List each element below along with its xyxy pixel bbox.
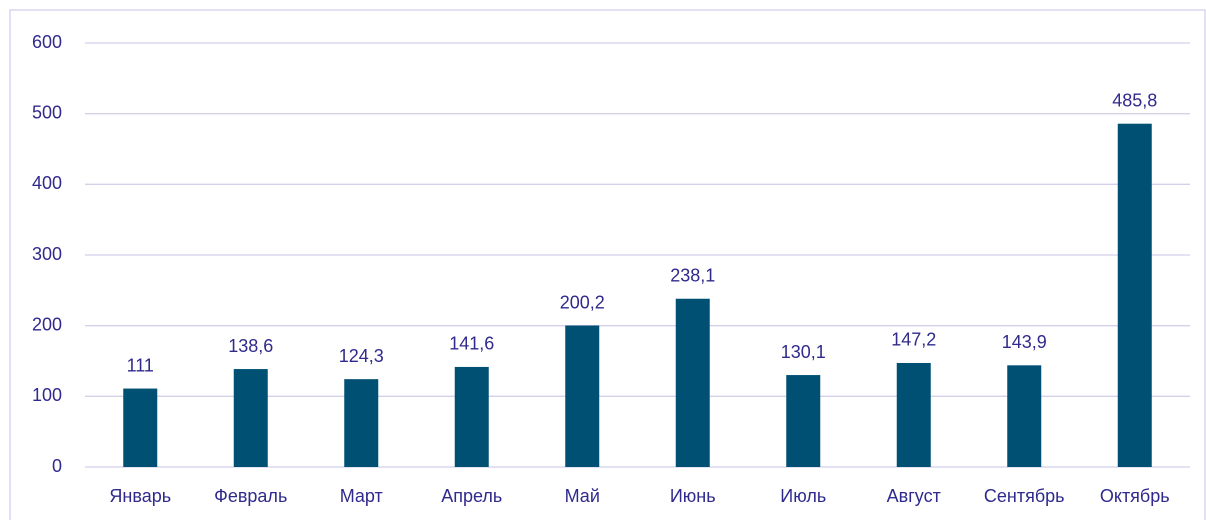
x-tick-label: Май xyxy=(565,486,600,506)
y-tick-label: 400 xyxy=(32,173,62,193)
x-tick-label: Апрель xyxy=(441,486,502,506)
bar xyxy=(123,388,158,467)
data-label: 138,6 xyxy=(228,336,273,356)
data-label: 124,3 xyxy=(339,346,384,366)
data-label: 147,2 xyxy=(891,330,936,350)
x-tick-label: Январь xyxy=(109,486,171,506)
bar xyxy=(786,375,821,467)
y-tick-label: 100 xyxy=(32,385,62,405)
x-tick-label: Март xyxy=(340,486,383,506)
x-tick-label: Июнь xyxy=(670,486,716,506)
data-label: 238,1 xyxy=(670,265,715,285)
x-tick-label: Июль xyxy=(780,486,826,506)
bar xyxy=(454,366,489,467)
bar xyxy=(1117,123,1152,468)
y-tick-label: 0 xyxy=(52,456,62,476)
x-tick-label: Сентябрь xyxy=(984,486,1065,506)
x-tick-label: Октябрь xyxy=(1100,486,1170,506)
data-label: 141,6 xyxy=(449,334,494,354)
bar xyxy=(675,298,710,467)
bar xyxy=(233,369,268,467)
bar xyxy=(896,362,931,467)
y-tick-label: 600 xyxy=(32,32,62,52)
data-label: 143,9 xyxy=(1002,332,1047,352)
y-tick-label: 300 xyxy=(32,244,62,264)
data-label: 200,2 xyxy=(560,292,605,312)
data-label: 485,8 xyxy=(1112,90,1157,110)
bar xyxy=(565,325,600,467)
chart-border xyxy=(9,9,1206,520)
x-tick-label: Февраль xyxy=(214,486,287,506)
data-label: 111 xyxy=(127,355,154,375)
y-tick-label: 200 xyxy=(32,314,62,334)
y-tick-label: 500 xyxy=(32,102,62,122)
x-tick-label: Август xyxy=(887,486,941,506)
bar xyxy=(1007,365,1042,467)
data-label: 130,1 xyxy=(781,342,826,362)
bar xyxy=(344,379,379,467)
